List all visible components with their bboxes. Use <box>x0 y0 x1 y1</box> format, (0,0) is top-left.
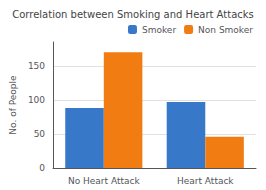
svg-text:Smoker: Smoker <box>142 25 176 35</box>
svg-text:Correlation between Smoking an: Correlation between Smoking and Heart At… <box>12 9 254 20</box>
svg-text:Heart Attack: Heart Attack <box>177 176 234 186</box>
svg-text:No Heart Attack: No Heart Attack <box>68 176 141 186</box>
svg-text:100: 100 <box>28 95 45 105</box>
svg-text:150: 150 <box>28 61 45 71</box>
svg-text:0: 0 <box>39 163 45 173</box>
svg-text:Non Smoker: Non Smoker <box>198 25 253 35</box>
svg-text:No. of People: No. of People <box>8 75 18 135</box>
svg-text:50: 50 <box>34 129 46 139</box>
